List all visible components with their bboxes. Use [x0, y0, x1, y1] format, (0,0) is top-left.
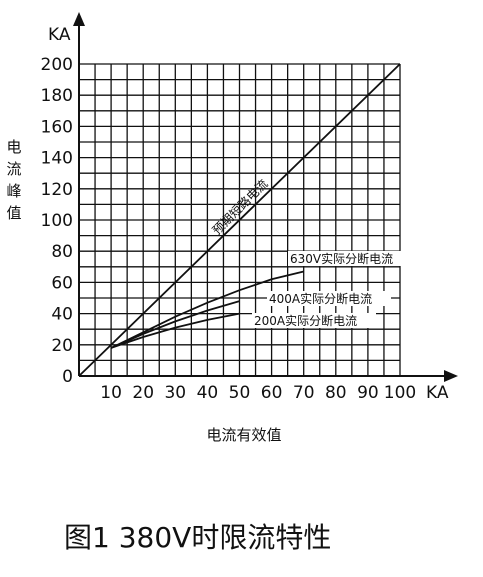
x-axis-title: 电流有效值 — [206, 426, 281, 444]
y-tick-label: 80 — [51, 242, 73, 262]
x-tick-label: 80 — [325, 383, 347, 403]
axes — [73, 12, 458, 382]
x-tick-label: 60 — [261, 383, 283, 403]
series-label-background — [288, 251, 412, 266]
y-axis-title: 电流峰值 — [6, 138, 21, 222]
x-tick-label: 20 — [132, 383, 154, 403]
y-tick-label: 40 — [51, 305, 73, 325]
figure-caption: 图1 380V时限流特性 — [64, 521, 331, 554]
y-unit-label: KA — [48, 25, 71, 45]
y-tick-label: 200 — [41, 55, 73, 75]
x-tick-label: 30 — [164, 383, 186, 403]
y-tick-label: 0 — [62, 367, 73, 387]
x-tick-label: 40 — [197, 383, 219, 403]
y-tick-label: 160 — [41, 117, 73, 137]
y-tick-label: 180 — [41, 86, 73, 106]
y-tick-label: 60 — [51, 273, 73, 293]
x-tick-label: 90 — [357, 383, 379, 403]
x-unit-label: KA — [426, 383, 449, 403]
x-tick-label: 100 — [384, 383, 416, 403]
series-lines — [78, 63, 401, 377]
x-axis-arrowhead — [444, 370, 458, 382]
series-line — [110, 312, 240, 349]
series-line — [110, 270, 304, 349]
series-label: 200A实际分断电流 — [254, 313, 357, 328]
y-tick-label: 100 — [41, 211, 73, 231]
y-tick-label: 20 — [51, 336, 73, 356]
series-label: 400A实际分断电流 — [269, 291, 372, 306]
x-tick-label: 70 — [293, 383, 315, 403]
y-tick-label: 120 — [41, 180, 73, 200]
y-tick-labels: 0 20 40 60 80 100 120 140 160 180 200 — [41, 55, 73, 387]
y-tick-label: 140 — [41, 149, 73, 169]
y-axis-arrowhead — [73, 12, 85, 26]
x-tick-label: 50 — [229, 383, 251, 403]
series-line — [78, 63, 401, 377]
series-line — [110, 300, 240, 349]
series-label-background — [267, 291, 391, 306]
x-tick-labels: 10 20 30 40 50 60 70 80 90 100 — [100, 383, 416, 403]
x-tick-label: 10 — [100, 383, 122, 403]
series-label: 630V实际分断电流 — [290, 251, 393, 266]
series-label-background — [252, 313, 376, 328]
